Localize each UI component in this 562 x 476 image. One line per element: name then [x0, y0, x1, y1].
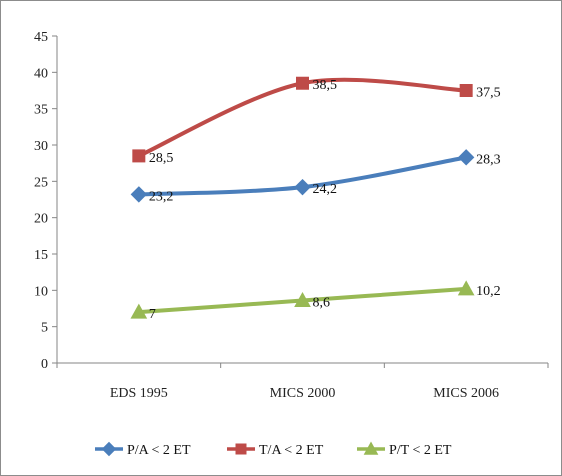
data-label: 38,5 — [313, 78, 338, 93]
legend-label: P/A < 2 ET — [127, 443, 191, 458]
y-tick-label: 30 — [34, 139, 48, 154]
legend-swatch-marker — [101, 441, 117, 457]
y-tick-label: 45 — [34, 30, 48, 45]
legend-swatch-marker — [363, 441, 379, 455]
legend-swatch-marker — [235, 443, 247, 455]
y-tick-label: 0 — [41, 357, 48, 372]
x-tick-label: MICS 2006 — [433, 386, 499, 401]
y-tick-label: 10 — [34, 284, 48, 299]
y-tick-label: 35 — [34, 103, 48, 118]
data-label: 8,6 — [313, 296, 331, 311]
data-label: 28,5 — [149, 151, 174, 166]
data-point-marker — [457, 149, 475, 166]
data-point-marker — [459, 84, 473, 97]
data-point-marker — [296, 76, 309, 90]
data-label: 23,2 — [149, 189, 174, 204]
data-point-marker — [130, 303, 148, 319]
data-point-marker — [132, 149, 146, 163]
data-label: 24,2 — [313, 182, 338, 197]
y-tick-label: 20 — [34, 212, 48, 227]
x-tick-label: EDS 1995 — [110, 386, 168, 401]
data-point-marker — [457, 280, 475, 296]
data-label: 7 — [149, 307, 156, 322]
data-label: 28,3 — [476, 152, 501, 167]
data-label: 37,5 — [476, 86, 501, 101]
y-tick-label: 25 — [34, 175, 48, 190]
y-tick-label: 40 — [34, 66, 48, 81]
data-label: 10,2 — [476, 284, 501, 299]
legend-label: T/A < 2 ET — [259, 443, 324, 458]
y-tick-label: 5 — [41, 321, 48, 336]
x-tick-label: MICS 2000 — [270, 386, 336, 401]
y-tick-label: 15 — [34, 248, 48, 263]
data-point-marker — [130, 186, 148, 203]
legend-label: P/T < 2 ET — [389, 443, 452, 458]
data-point-marker — [294, 178, 311, 196]
series-line — [136, 77, 469, 158]
data-point-marker — [294, 291, 311, 308]
